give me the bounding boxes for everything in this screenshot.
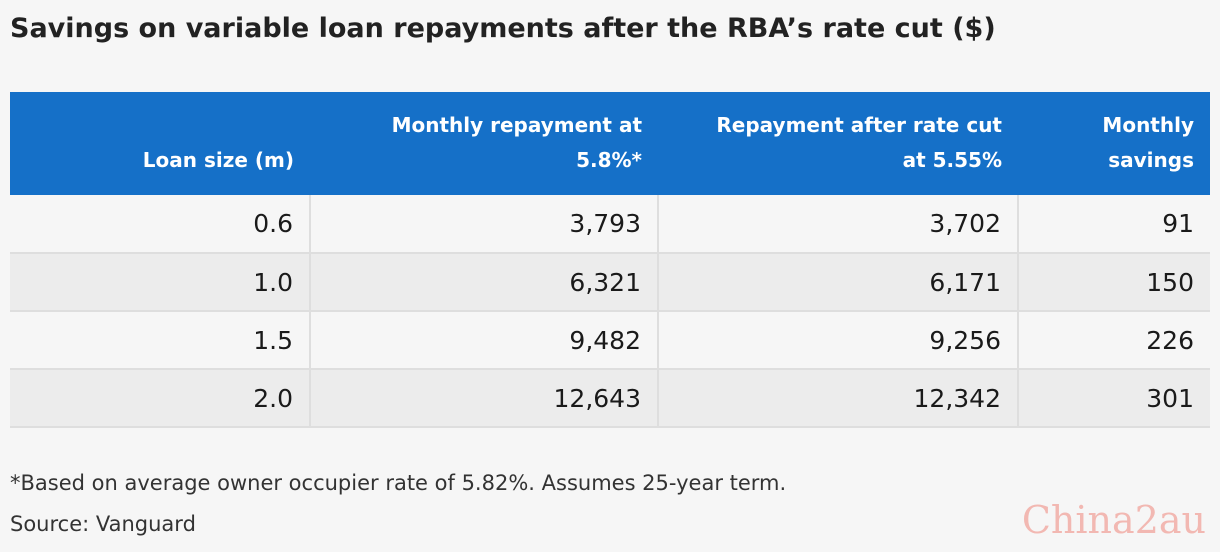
data-table: Loan size (m) Monthly repayment at 5.8%* Re…: [10, 92, 1210, 428]
table-cell: 9,482: [310, 311, 659, 370]
table-cell: 3,702: [658, 195, 1019, 254]
header-row: Loan size (m) Monthly repayment at 5.8%* Re…: [10, 92, 1210, 195]
table-cell: 0.6: [10, 195, 311, 254]
column-header-1: Loan size (m): [10, 92, 310, 195]
table-header: Loan size (m) Monthly repayment at 5.8%* Re…: [10, 92, 1210, 195]
table-cell: 6,321: [310, 253, 659, 312]
column-header-2: Monthly repayment at 5.8%*: [310, 92, 658, 195]
table-cell: 91: [1018, 195, 1210, 254]
table-cell: 3,793: [310, 195, 659, 254]
table-row: 0.6 3,793 3,702 91: [10, 195, 1210, 254]
watermark-logo: China2au: [1021, 498, 1206, 542]
footnote: *Based on average owner occupier rate of…: [10, 471, 787, 495]
table-cell: 2.0: [10, 369, 311, 428]
table-cell: 226: [1018, 311, 1210, 370]
column-header-line: Monthly repayment at: [391, 113, 642, 137]
column-header-line: Loan size (m): [142, 148, 294, 172]
column-header-line: at 5.55%: [902, 148, 1002, 172]
chart-title: Savings on variable loan repayments afte…: [10, 13, 996, 44]
column-header-line: 5.8%*: [576, 148, 642, 172]
source-note: Source: Vanguard: [10, 512, 196, 536]
table-cell: 301: [1018, 369, 1210, 428]
column-header-line: Monthly: [1102, 113, 1194, 137]
table-cell: 1.5: [10, 311, 311, 370]
column-header-3: Repayment after rate cut at 5.55%: [658, 92, 1018, 195]
table-row: 2.0 12,643 12,342 301: [10, 369, 1210, 428]
column-header-line: savings: [1108, 148, 1194, 172]
table-cell: 12,643: [310, 369, 659, 428]
table-cell: 12,342: [658, 369, 1019, 428]
table-cell: 150: [1018, 253, 1210, 312]
data-table-container: Loan size (m) Monthly repayment at 5.8%* Re…: [10, 92, 1210, 428]
table-cell: 9,256: [658, 311, 1019, 370]
table-cell: 6,171: [658, 253, 1019, 312]
table-body: 0.6 3,793 3,702 91 1.0 6,321 6,171 150 1.5 9,482 9…: [10, 195, 1210, 428]
column-header-4: Monthly savings: [1018, 92, 1210, 195]
column-header-line: Repayment after rate cut: [716, 113, 1002, 137]
table-row: 1.5 9,482 9,256 226: [10, 311, 1210, 370]
table-row: 1.0 6,321 6,171 150: [10, 253, 1210, 312]
table-cell: 1.0: [10, 253, 311, 312]
